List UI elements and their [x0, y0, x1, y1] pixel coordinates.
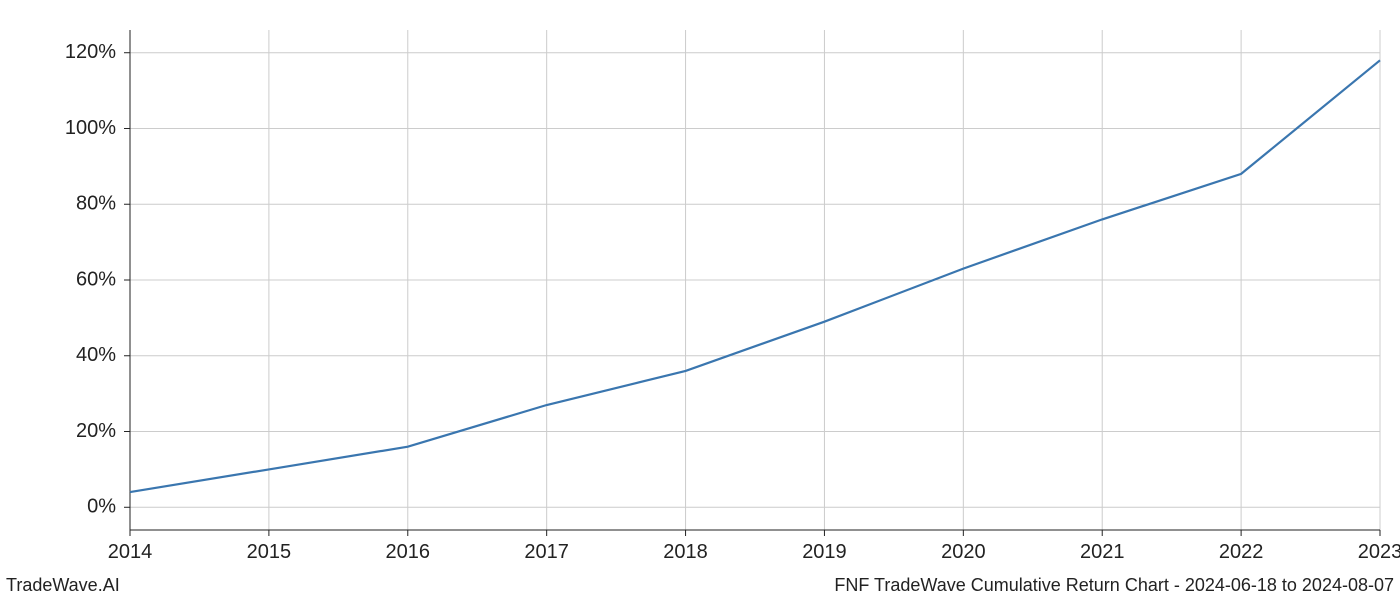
- x-tick-label: 2018: [663, 541, 708, 563]
- y-tick-label: 80%: [76, 193, 116, 215]
- chart-container: 0% 20% 40% 60% 80% 100% 120% 2014 2015 2016 2017 20…: [0, 0, 1400, 600]
- y-tick-label: 20%: [76, 420, 116, 442]
- x-tick-label: 2017: [524, 541, 569, 563]
- y-tick-label: 120%: [65, 41, 116, 63]
- x-tick-label: 2015: [247, 541, 292, 563]
- x-tick-label: 2019: [802, 541, 847, 563]
- y-tick-label: 60%: [76, 268, 116, 290]
- x-tick-label: 2022: [1219, 541, 1264, 563]
- footer-left-label: TradeWave.AI: [6, 575, 120, 596]
- footer-right-label: FNF TradeWave Cumulative Return Chart - …: [834, 575, 1394, 596]
- x-tick-label: 2014: [108, 541, 153, 563]
- y-tick-label: 40%: [76, 344, 116, 366]
- y-tick-label: 0%: [87, 496, 116, 518]
- y-tick-label: 100%: [65, 117, 116, 139]
- x-tick-label: 2021: [1080, 541, 1125, 563]
- x-tick-label: 2023: [1358, 541, 1400, 563]
- x-tick-label: 2016: [386, 541, 431, 563]
- x-tick-label: 2020: [941, 541, 986, 563]
- footer: TradeWave.AI FNF TradeWave Cumulative Re…: [6, 575, 1394, 596]
- line-chart: 0% 20% 40% 60% 80% 100% 120% 2014 2015 2016 2017 20…: [0, 0, 1400, 600]
